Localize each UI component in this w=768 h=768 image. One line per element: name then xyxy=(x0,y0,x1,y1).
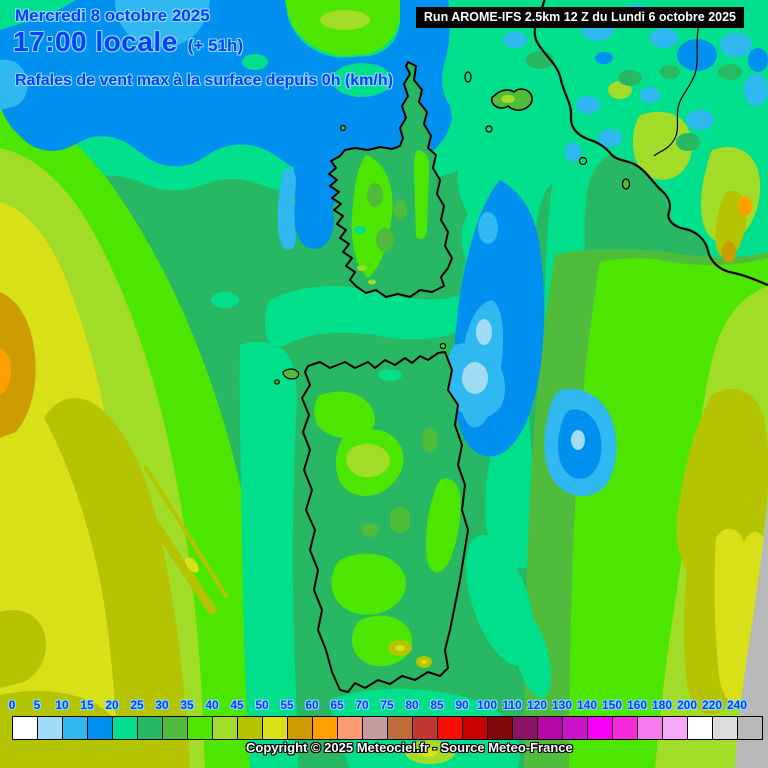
sardinia-yellow-core-2 xyxy=(421,660,427,664)
cyan-mosaic-dot xyxy=(576,96,600,114)
corner-spring-green xyxy=(0,0,33,26)
cyan-strip-west-corsica xyxy=(277,167,296,250)
sardinia-south-patch-1 xyxy=(331,553,406,615)
green-mosaic-dot xyxy=(718,64,742,80)
lightblue-dot-east-sardinia xyxy=(571,430,585,450)
border-line-inland xyxy=(653,21,701,157)
yellow-green-core-top xyxy=(320,10,370,30)
cyan-mosaic-dot xyxy=(686,110,714,130)
island-maddalena xyxy=(439,342,447,350)
corsica-yellow-dot-2 xyxy=(368,279,376,285)
island-asinara xyxy=(282,368,300,380)
corsica-east-plain xyxy=(414,150,430,240)
green-hole-in-blue-2 xyxy=(242,54,268,70)
spring-dot-2 xyxy=(252,409,272,441)
olive-streak-2 xyxy=(144,466,228,598)
island-asinara-2 xyxy=(274,379,280,385)
region-olive-band-west xyxy=(44,397,190,768)
region-goldenrod-west xyxy=(0,292,36,438)
region-blue-west-corsica xyxy=(293,147,341,249)
corsica-texture-2 xyxy=(376,228,394,252)
corsica-yellow-dot-1 xyxy=(357,265,367,271)
island-capraia xyxy=(464,71,472,83)
yellow-blob-bottom xyxy=(418,747,438,757)
sardinia-east-band xyxy=(425,478,461,573)
sardinia-interior-nw xyxy=(314,391,375,439)
sardinia-texture-2 xyxy=(422,428,438,452)
cyan-mosaic-dot xyxy=(744,74,768,106)
island-off-corsica xyxy=(339,124,347,132)
island-sardinia xyxy=(301,351,469,693)
region-gray-domain-edge xyxy=(735,502,768,768)
island-giglio xyxy=(621,178,631,190)
corsica-texture-1 xyxy=(367,183,383,207)
cyan-patch-top-left-2 xyxy=(0,59,28,110)
blue-mosaic-dot xyxy=(748,48,768,72)
island-elba-core xyxy=(501,95,515,103)
corsica-texture-3 xyxy=(393,200,407,220)
time-row: 17:00 locale (+ 51h) xyxy=(13,26,243,58)
sardinia-texture-3 xyxy=(361,523,379,537)
sardinia-yellow-core-1 xyxy=(395,645,405,651)
region-blue-northwest xyxy=(0,0,452,172)
yellow-spot-west xyxy=(185,557,199,573)
model-run-info: Run AROME-IFS 2.5km 12 Z du Lundi 6 octo… xyxy=(415,7,744,28)
forecast-offset-label: (+ 51h) xyxy=(187,36,244,55)
small-islands xyxy=(274,71,631,385)
lightblue-core-ne-sardinia xyxy=(462,362,488,394)
sardinia-texture-4 xyxy=(378,369,402,381)
cyan-mosaic-dot xyxy=(503,32,527,48)
cyan-mosaic-dot xyxy=(565,142,581,162)
spring-streak-se-2 xyxy=(513,612,551,698)
green-mosaic-dot xyxy=(660,65,680,79)
region-strait-lobe xyxy=(265,286,462,347)
region-olive-patch-left xyxy=(0,610,46,688)
coastline-italy xyxy=(533,0,768,287)
sardinia-texture-1 xyxy=(390,506,410,534)
cyan-patch-top-left-1 xyxy=(115,0,210,47)
island-montecristo xyxy=(578,156,588,166)
blue-mosaic-dot xyxy=(595,52,613,64)
island-corsica xyxy=(328,61,453,298)
spring-dot-3 xyxy=(416,323,444,337)
copyright-label: Copyright © 2025 Meteociel.fr - Source M… xyxy=(246,740,573,755)
goldenrod-dot-inland xyxy=(722,241,736,263)
green-mosaic-dot xyxy=(676,133,700,151)
region-orange-west xyxy=(0,348,12,395)
island-pianosa xyxy=(485,125,493,133)
parameter-title: Rafales de vent max à la surface depuis … xyxy=(15,72,393,89)
cyan-mosaic-dot xyxy=(598,129,622,147)
cyan-dot-east-corsica xyxy=(478,212,498,244)
time-label: 17:00 locale xyxy=(13,26,178,57)
green-mosaic-dot xyxy=(618,70,642,86)
date-label: Mercredi 8 octobre 2025 xyxy=(15,6,210,25)
cyan-mosaic-dot xyxy=(640,87,660,103)
lightblue-spot-east-corsica xyxy=(476,319,492,345)
spring-dot-1 xyxy=(211,292,239,308)
corsica-texture-4 xyxy=(354,226,366,234)
region-west-sardinia-band xyxy=(239,341,298,768)
orange-dot-inland-1 xyxy=(738,196,752,216)
sardinia-yellow-green-streak xyxy=(346,443,390,478)
cyan-mosaic-dot xyxy=(650,28,678,48)
cyan-mosaic-dot xyxy=(720,33,752,57)
olive-streak-1 xyxy=(115,467,217,615)
green-hole-in-blue-1 xyxy=(332,63,392,97)
